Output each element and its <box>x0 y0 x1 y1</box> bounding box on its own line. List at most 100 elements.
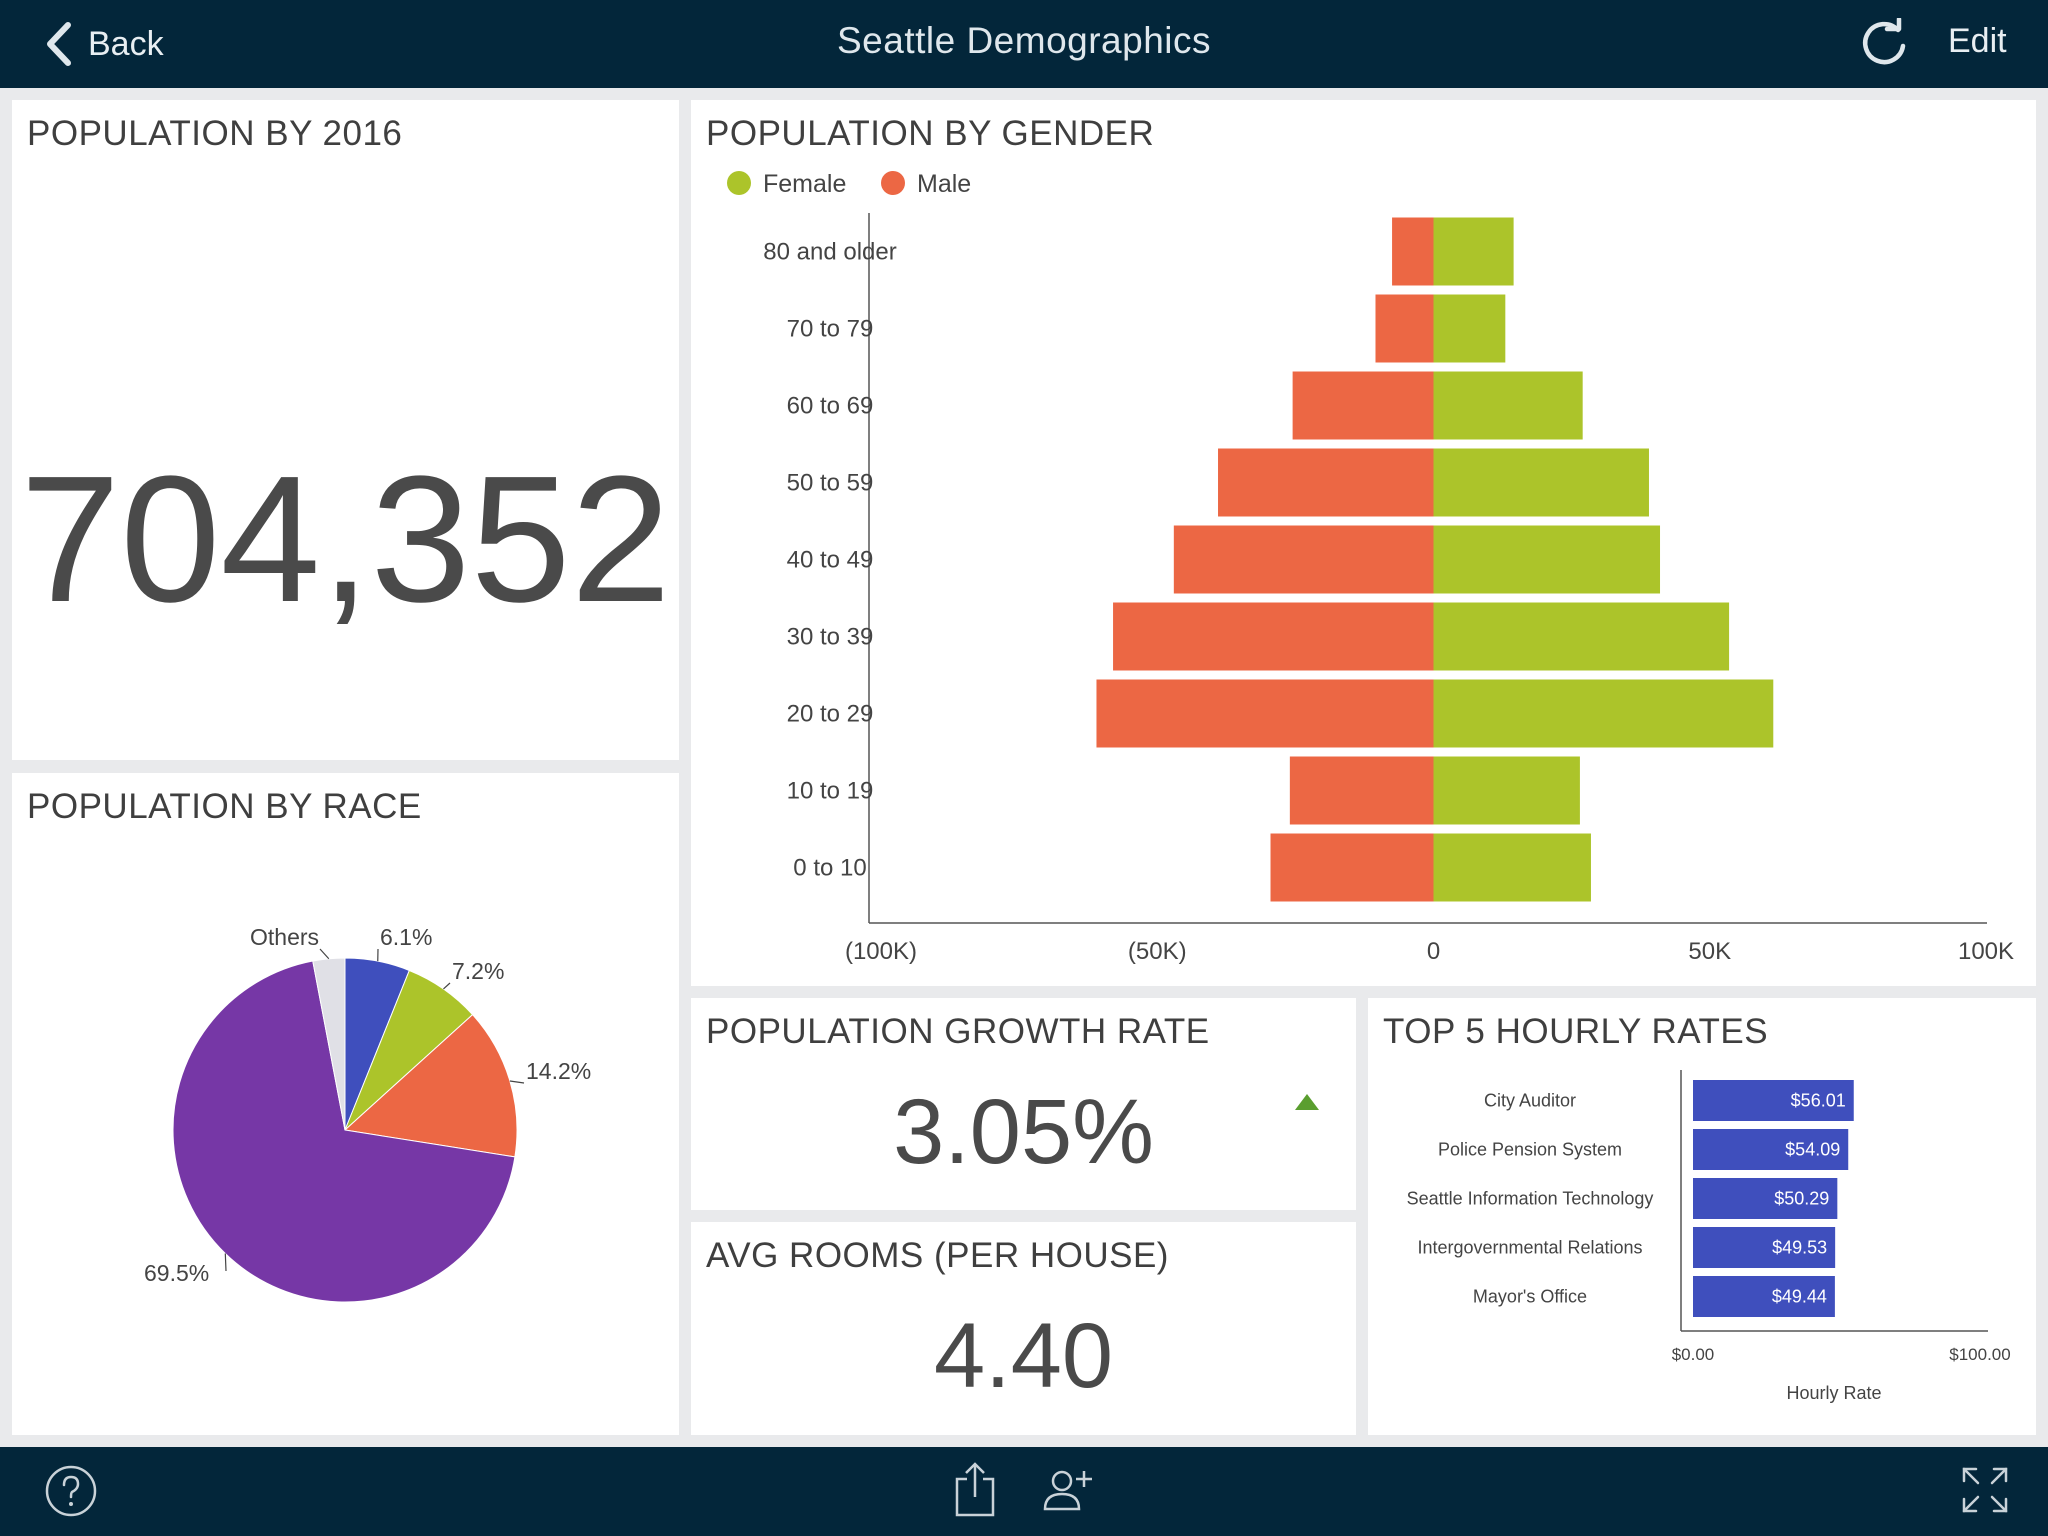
category-tick-label: 70 to 79 <box>787 316 874 343</box>
x-tick-label: 50K <box>1688 938 1731 965</box>
card-title: POPULATION BY 2016 <box>27 114 403 153</box>
refresh-button[interactable] <box>1858 16 1910 70</box>
card-title: AVG ROOMS (PER HOUSE) <box>706 1236 1169 1275</box>
x-tick-label: (100K) <box>845 938 917 965</box>
pie-leader-line <box>509 1080 525 1084</box>
x-axis-title: Hourly Rate <box>1786 1383 1881 1403</box>
bar-value-label: $50.29 <box>1774 1189 1829 1209</box>
category-tick-label: 20 to 29 <box>787 701 874 728</box>
rate-bar <box>1693 1276 1835 1317</box>
male-bar <box>1270 833 1434 902</box>
male-bar <box>1218 448 1434 517</box>
female-bar <box>1433 371 1583 440</box>
population-total-card[interactable]: POPULATION BY 2016 704,352 <box>12 100 679 760</box>
share-button[interactable] <box>953 1461 997 1524</box>
category-tick-label: Intergovernmental Relations <box>1417 1238 1642 1258</box>
female-bar <box>1433 448 1649 517</box>
category-tick-label: 30 to 39 <box>787 624 874 651</box>
page-title: Seattle Demographics <box>836 20 1212 61</box>
card-title: POPULATION BY GENDER <box>706 114 1155 153</box>
share-icon <box>955 1462 995 1517</box>
category-tick-label: 0 to 10 <box>793 855 866 882</box>
category-tick-label: 80 and older <box>763 239 896 266</box>
legend-marker <box>881 171 905 195</box>
legend-label: Female <box>763 170 846 198</box>
bar-value-label: $49.44 <box>1772 1287 1827 1307</box>
male-bar <box>1173 525 1434 594</box>
legend-marker <box>727 171 751 195</box>
female-bar <box>1433 833 1591 902</box>
x-tick-label: 100K <box>1958 938 2014 965</box>
category-tick-label: Mayor's Office <box>1473 1287 1587 1307</box>
male-bar <box>1113 602 1434 671</box>
pie-slice <box>343 1013 518 1158</box>
population-by-gender-card[interactable]: POPULATION BY GENDER Female Male 80 and ol… <box>691 100 2036 986</box>
female-bar <box>1433 525 1661 594</box>
refresh-icon <box>1862 16 1906 65</box>
chevron-left-icon <box>47 22 71 66</box>
hourly-rates-card[interactable]: TOP 5 HOURLY RATES City Auditor $56.01 Pol… <box>1368 998 2036 1435</box>
category-tick-label: Seattle Information Technology <box>1407 1189 1654 1209</box>
female-bar <box>1433 756 1580 825</box>
bar-value-label: $56.01 <box>1791 1091 1846 1111</box>
pie-leader-line <box>224 1253 227 1272</box>
race-pie-chart: 6.1% 7.2% 14.2% 69.5% Others <box>144 924 591 1303</box>
male-bar <box>1392 217 1434 286</box>
category-tick-label: Police Pension System <box>1438 1140 1622 1160</box>
pie-label: 7.2% <box>452 958 504 984</box>
female-bar <box>1433 294 1506 363</box>
bar-value-label: $49.53 <box>1772 1238 1827 1258</box>
rate-bar <box>1693 1080 1854 1121</box>
pie-label: 6.1% <box>380 924 432 950</box>
card-title: TOP 5 HOURLY RATES <box>1383 1012 1769 1051</box>
female-bar <box>1433 602 1730 671</box>
x-tick-label: 0 <box>1427 938 1440 965</box>
category-tick-label: 60 to 69 <box>787 393 874 420</box>
male-bar <box>1096 679 1434 748</box>
category-tick-label: 40 to 49 <box>787 547 874 574</box>
growth-rate-card[interactable]: POPULATION GROWTH RATE 3.05% <box>691 998 1356 1210</box>
fullscreen-icon <box>1962 1467 2008 1513</box>
pie-leader-line <box>319 948 330 960</box>
add-user-button[interactable] <box>1042 1467 1094 1518</box>
help-button[interactable] <box>44 1464 98 1523</box>
x-tick-label: $100.00 <box>1949 1345 2010 1364</box>
category-tick-label: City Auditor <box>1484 1091 1576 1111</box>
pie-label: 69.5% <box>144 1260 209 1286</box>
category-tick-label: 10 to 19 <box>787 778 874 805</box>
edit-button[interactable]: Edit <box>1948 22 2007 60</box>
pie-leader-line <box>443 982 451 990</box>
back-label: Back <box>88 24 164 63</box>
bottom-toolbar <box>0 1447 2048 1536</box>
top-navigation-bar: Back Seattle Demographics Edit <box>0 0 2048 88</box>
female-bar <box>1433 217 1514 286</box>
card-title: POPULATION BY RACE <box>27 787 422 826</box>
bar-value-label: $54.09 <box>1785 1140 1840 1160</box>
rate-bar <box>1693 1227 1836 1268</box>
card-title: POPULATION GROWTH RATE <box>706 1012 1210 1051</box>
male-bar <box>1289 756 1434 825</box>
help-circle-icon <box>45 1465 97 1517</box>
category-tick-label: 50 to 59 <box>787 470 874 497</box>
pie-label: 14.2% <box>526 1058 591 1084</box>
pie-label: Others <box>250 924 319 950</box>
x-tick-label: (50K) <box>1128 938 1187 965</box>
female-bar <box>1433 679 1774 748</box>
gender-pyramid-chart: Female Male 80 and older 70 to 79 60 to 69 50… <box>727 170 2014 965</box>
male-bar <box>1292 371 1434 440</box>
trend-up-triangle-icon <box>1295 1094 1319 1110</box>
growth-rate-value: 3.05% <box>893 1081 1154 1183</box>
avg-rooms-card[interactable]: AVG ROOMS (PER HOUSE) 4.40 <box>691 1222 1356 1435</box>
population-total-value: 704,352 <box>20 439 671 640</box>
avg-rooms-value: 4.40 <box>933 1305 1114 1407</box>
rate-bar <box>1693 1178 1838 1219</box>
population-by-race-card[interactable]: POPULATION BY RACE 6.1% 7.2% 14.2% 69.5% Oth… <box>12 773 679 1435</box>
add-user-icon <box>1043 1470 1092 1511</box>
pie-slice <box>172 960 516 1303</box>
fullscreen-button[interactable] <box>1960 1465 2010 1520</box>
legend-label: Male <box>917 170 971 198</box>
back-button[interactable]: Back <box>44 18 164 70</box>
hourly-rates-bar-chart: City Auditor $56.01 Police Pension System $… <box>1407 1070 2011 1403</box>
x-tick-label: $0.00 <box>1672 1345 1715 1364</box>
rate-bar <box>1693 1129 1849 1170</box>
